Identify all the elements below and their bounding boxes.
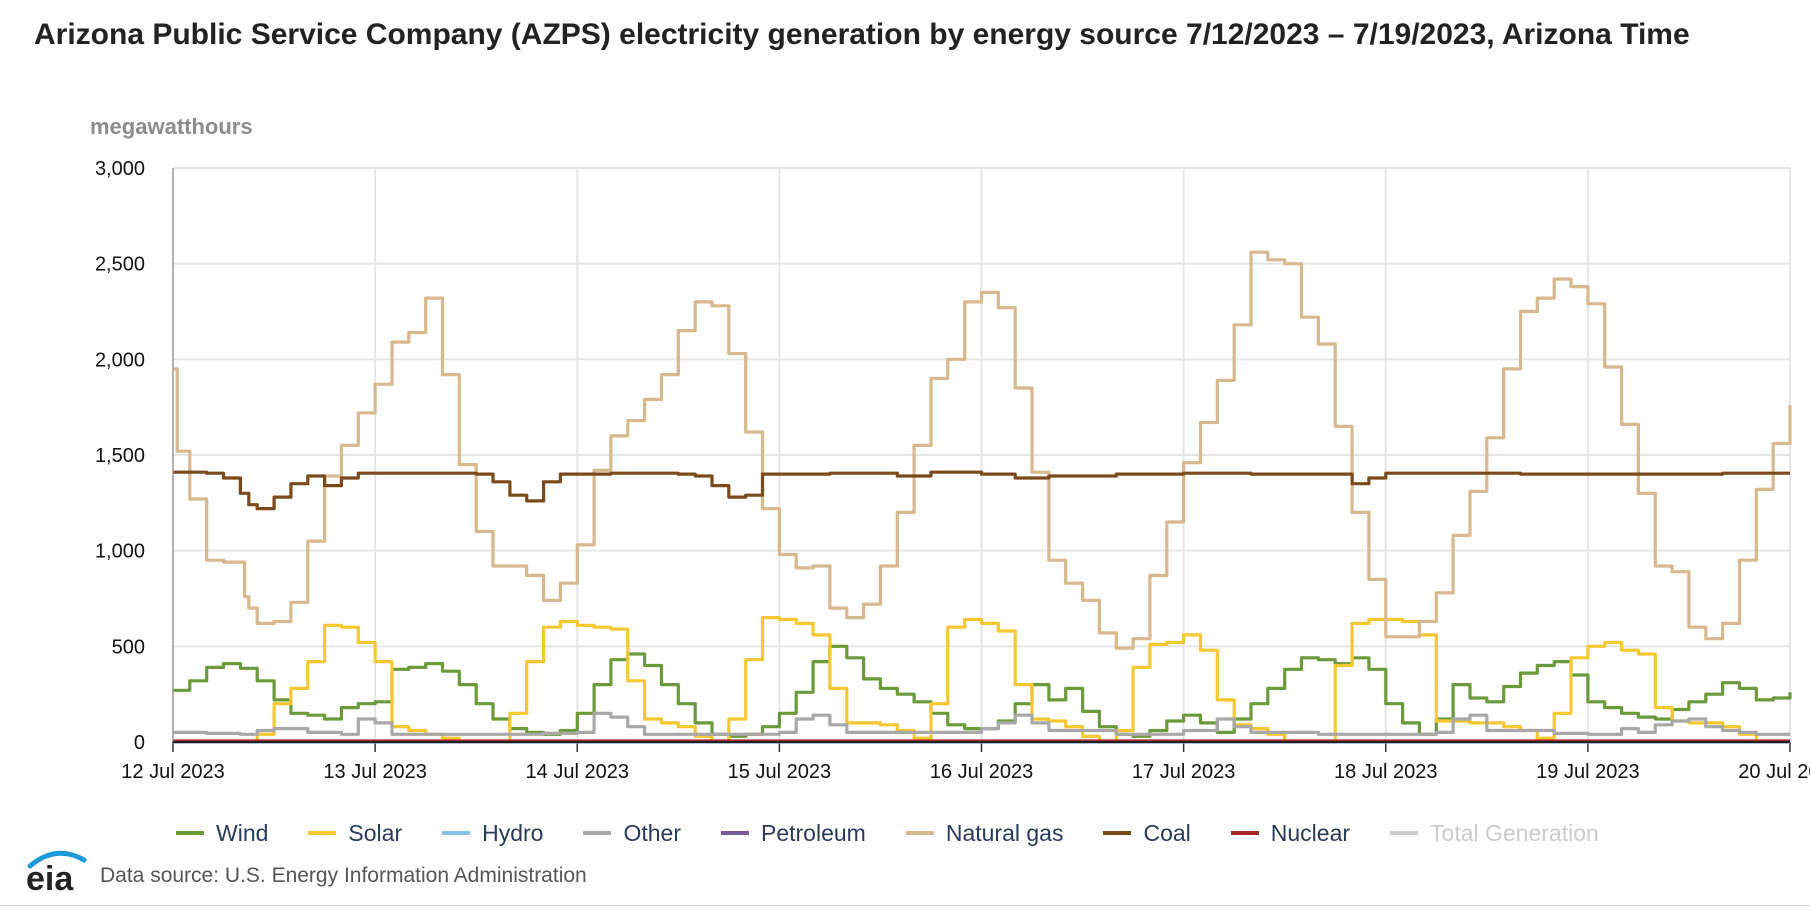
x-tick-label: 17 Jul 2023 <box>1132 761 1235 783</box>
x-axis: 12 Jul 2023 13 Jul 2023 14 Jul 2023 15 Jul … <box>121 742 1810 783</box>
x-tick-label: 14 Jul 2023 <box>526 761 629 783</box>
legend-item-hydro[interactable]: Hydro <box>442 820 543 847</box>
legend-label: Hydro <box>482 819 544 846</box>
legend-item-coal[interactable]: Coal <box>1103 819 1191 847</box>
x-tick-label: 20 Jul 2023 <box>1738 761 1810 783</box>
legend-swatch <box>583 831 612 835</box>
legend-label: Solar <box>348 819 403 846</box>
y-tick-label: 1,000 <box>95 541 145 563</box>
series-line-natural-gas <box>173 250 1792 650</box>
bottom-divider <box>0 905 1810 906</box>
legend-swatch <box>1103 831 1132 835</box>
eia-logo: eia <box>26 850 87 892</box>
y-tick-label: 2,500 <box>95 254 145 276</box>
x-tick-label: 15 Jul 2023 <box>728 761 831 783</box>
legend-swatch <box>1390 831 1419 835</box>
legend-label: Natural gas <box>945 819 1064 846</box>
y-axis-unit-label: megawatthours <box>90 114 253 139</box>
legend-item-nuclear[interactable]: Nuclear <box>1230 819 1351 847</box>
x-tick-label: 18 Jul 2023 <box>1334 761 1437 783</box>
legend-item-other[interactable]: Other <box>583 820 681 847</box>
series-line-coal <box>173 470 1790 511</box>
legend-label: Coal <box>1143 819 1191 846</box>
y-tick-label: 500 <box>112 636 145 658</box>
legend-label: Petroleum <box>761 819 866 846</box>
legend-item-natural-gas[interactable]: Natural gas <box>905 819 1064 847</box>
legend-label: Total Generation <box>1430 819 1599 846</box>
legend-item-wind[interactable]: Wind <box>176 820 268 847</box>
y-tick-label: 0 <box>134 732 145 754</box>
legend-swatch <box>721 831 749 835</box>
eia-logo-text: eia <box>26 860 74 892</box>
legend-item-solar[interactable]: Solar <box>308 820 402 847</box>
y-tick-label: 3,000 <box>95 158 145 180</box>
x-tick-label: 16 Jul 2023 <box>930 761 1033 783</box>
data-source-text: Data source: U.S. Energy Information Adm… <box>100 864 587 887</box>
y-axis: 3,000 2,500 2,000 1,500 1,000 500 0 <box>95 158 145 754</box>
legend-swatch <box>905 831 934 835</box>
legend-label: Nuclear <box>1270 819 1351 846</box>
y-tick-label: 1,500 <box>95 445 145 467</box>
legend-label: Other <box>623 819 681 846</box>
x-tick-label: 19 Jul 2023 <box>1536 761 1639 783</box>
gridlines <box>173 167 1791 742</box>
legend-swatch <box>1230 831 1259 835</box>
legend-item-petroleum[interactable]: Petroleum <box>721 820 866 847</box>
footer: eia Data source: U.S. Energy Information… <box>26 848 587 892</box>
legend-item-total-generation[interactable]: Total Generation <box>1390 820 1599 847</box>
legend-swatch <box>176 831 204 835</box>
legend-label: Wind <box>216 819 269 846</box>
legend-swatch <box>308 831 337 835</box>
legend: Wind Solar Hydro Other Petroleum Natural gas C… <box>176 818 1639 848</box>
y-tick-label: 2,000 <box>95 349 145 371</box>
x-tick-label: 12 Jul 2023 <box>121 761 224 783</box>
chart-title: Arizona Public Service Company (AZPS) el… <box>34 18 1690 51</box>
x-tick-label: 13 Jul 2023 <box>323 761 426 783</box>
legend-swatch <box>442 831 471 835</box>
series-line-other <box>173 711 1790 736</box>
